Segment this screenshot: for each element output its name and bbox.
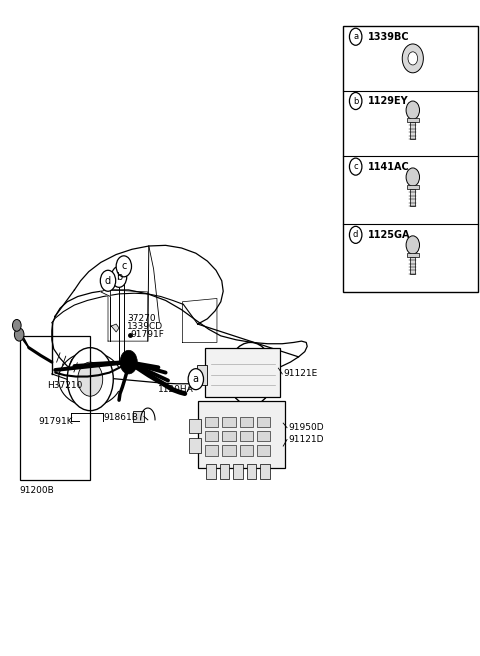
Bar (343, 26, 478, 292)
Text: b: b (353, 96, 359, 106)
Circle shape (349, 28, 362, 45)
Bar (206, 464, 216, 479)
FancyBboxPatch shape (205, 348, 280, 397)
Polygon shape (101, 287, 110, 297)
Bar (260, 464, 270, 479)
Text: d: d (105, 276, 111, 286)
Bar (240, 417, 253, 427)
Text: b: b (116, 272, 122, 282)
Bar (407, 253, 419, 256)
Bar (222, 431, 236, 441)
Circle shape (408, 52, 418, 65)
Circle shape (228, 342, 274, 405)
Bar (407, 118, 419, 122)
Bar (189, 438, 201, 453)
Text: 91791K: 91791K (38, 417, 73, 426)
Circle shape (120, 350, 137, 374)
Bar (197, 365, 207, 385)
Bar (240, 445, 253, 456)
Circle shape (100, 270, 116, 291)
Bar (20, 336, 90, 480)
Circle shape (116, 256, 132, 277)
Text: c: c (121, 261, 127, 272)
Bar (240, 431, 253, 441)
Circle shape (78, 362, 103, 396)
FancyBboxPatch shape (198, 401, 285, 468)
Circle shape (402, 44, 423, 73)
Bar (410, 122, 415, 139)
Text: d: d (353, 230, 359, 239)
Circle shape (406, 168, 420, 186)
Circle shape (67, 348, 113, 411)
Text: 1129EY: 1129EY (368, 96, 409, 106)
Text: 91121D: 91121D (288, 435, 324, 444)
Bar (222, 417, 236, 427)
Text: 91950D: 91950D (288, 423, 324, 432)
Text: 1339CD: 1339CD (127, 322, 163, 331)
Bar (410, 256, 415, 274)
Bar (133, 411, 144, 422)
Bar (410, 189, 415, 206)
Text: c: c (353, 162, 358, 171)
Text: 91200B: 91200B (19, 486, 54, 495)
Text: a: a (193, 374, 199, 384)
Text: 1120HA: 1120HA (158, 384, 194, 394)
Bar (220, 464, 229, 479)
Text: 91791F: 91791F (131, 330, 165, 339)
Text: a: a (353, 32, 358, 41)
Text: 1339BC: 1339BC (368, 31, 410, 42)
Bar (205, 445, 218, 456)
Text: 1141AC: 1141AC (368, 161, 410, 172)
Bar (257, 445, 270, 456)
Circle shape (14, 328, 24, 341)
Circle shape (349, 92, 362, 110)
Bar (205, 431, 218, 441)
Circle shape (349, 226, 362, 243)
Text: 37270: 37270 (127, 314, 156, 323)
Text: 91121E: 91121E (283, 369, 317, 379)
Polygon shape (111, 324, 119, 332)
Circle shape (12, 319, 21, 331)
Circle shape (406, 236, 420, 254)
Bar (222, 445, 236, 456)
Circle shape (188, 369, 204, 390)
Text: H37210: H37210 (47, 380, 83, 390)
Bar (233, 464, 243, 479)
Circle shape (349, 158, 362, 175)
Text: 1125GA: 1125GA (368, 230, 411, 240)
Bar (407, 185, 419, 189)
Bar (205, 417, 218, 427)
Circle shape (111, 266, 127, 287)
Bar (247, 464, 256, 479)
Circle shape (406, 101, 420, 119)
Text: 91861B: 91861B (103, 413, 138, 422)
Bar (189, 419, 201, 433)
Circle shape (238, 357, 263, 391)
Bar (257, 431, 270, 441)
Bar (257, 417, 270, 427)
